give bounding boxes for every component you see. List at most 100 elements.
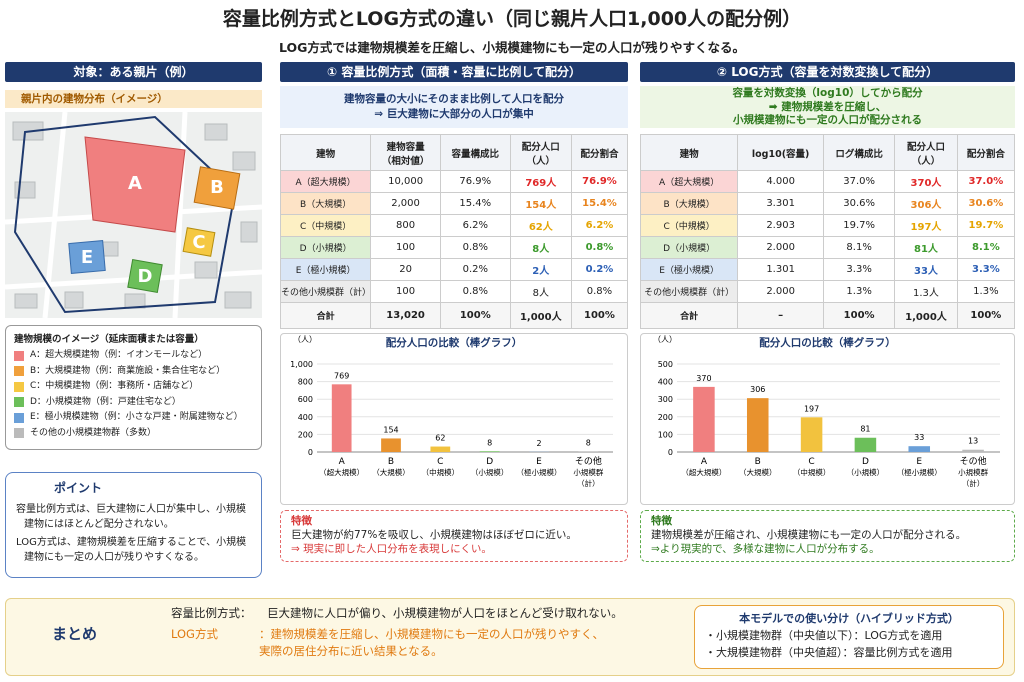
column-header-line: 容量構成比	[451, 148, 500, 160]
point: 容量比例方式は、巨大建物に人口が集中し、小規模建物にはほとんど配分されない。	[16, 504, 246, 530]
table-cell: その他小規模群（計）	[279, 280, 372, 303]
summary-box: まとめ 容量比例方式： 巨大建物に人口が偏り、小規模建物が人口をほとんど受け取れな…	[5, 598, 1015, 676]
table-row: その他小規模群（計） 2.000 1.3% 1.3人 1.3%	[639, 280, 1016, 303]
x-tick-label: D	[862, 457, 869, 467]
y-unit: （人）	[293, 335, 317, 344]
table-cell: 6.2%	[439, 214, 511, 237]
table-cell: 30.6%	[823, 192, 896, 215]
column-header: 配分人口 （人）	[509, 134, 572, 171]
legend-label: B：大規模建物（例：商業施設・集合住宅など）	[30, 365, 226, 376]
table-cell: 8人	[509, 236, 572, 259]
table-cell: 100%	[570, 302, 629, 329]
table-row: E（極小規模） 1.301 3.3% 33人 3.3%	[639, 258, 1016, 281]
table-cell: 4.000	[737, 170, 825, 193]
summary-text: 巨大建物に人口が偏り、小規模建物が人口をほとんど受け取れない。	[267, 605, 623, 622]
table-row: C（中規模） 800 6.2% 62人 6.2%	[279, 214, 629, 237]
intro-line: ⇒ 巨大建物に大部分の人口が集中	[374, 108, 534, 120]
table: 建物 log10(容量) ログ構成比 配分人口 （人） 配分割合 A（超大規模） 4.000 3…	[639, 134, 1016, 329]
data-label: 370	[696, 374, 711, 383]
summary-label: 容量比例方式：	[171, 606, 252, 620]
table-cell: 100%	[823, 302, 896, 329]
x-tick-label: （計）	[577, 478, 600, 488]
table-cell: 0.8%	[570, 280, 629, 303]
table-cell: 0.8%	[439, 280, 511, 303]
x-tick-label: 小規模群	[958, 467, 988, 477]
table-cell: 合計	[279, 302, 372, 329]
legend-label: D：小規模建物（例：戸建住宅など）	[30, 396, 181, 407]
table-cell: その他小規模群（計）	[639, 280, 739, 303]
column-header: 配分割合	[956, 134, 1016, 171]
summary-label: LOG方式	[171, 627, 218, 641]
column-header: ログ構成比	[823, 134, 896, 171]
data-label: 306	[750, 385, 765, 394]
hybrid-box: 本モデルでの使い分け（ハイブリッド方式） ・小規模建物群（中央値以下）：LOG方…	[694, 605, 1004, 669]
data-label: 154	[383, 425, 398, 434]
column-header: 配分割合	[570, 134, 629, 171]
column-header-line: 配分人口	[521, 141, 560, 153]
x-tick-label: （超大規模）	[681, 467, 726, 477]
x-tick-label: （中規模）	[793, 467, 831, 477]
y-tick-label: 400	[658, 378, 673, 387]
note-line: ⇒ 現実に即した人口分布を表現しにくい。	[291, 543, 492, 555]
table-cell: 2.903	[737, 214, 825, 237]
table-row: A（超大規模） 10,000 76.9% 769人 76.9%	[279, 170, 629, 193]
summary-text: ：建物規模差を圧縮し、小規模建物にも一定の人口が残りやすく、 実際の居住分布に近い…	[259, 626, 604, 660]
table-cell: 3.3%	[956, 258, 1016, 281]
column-header-line: ログ構成比	[835, 148, 883, 160]
panel-heading: ② LOG方式（容量を対数変換して配分）	[640, 62, 1015, 82]
panel: ① 容量比例方式（面積・容量に比例して配分） 建物容量の大小にそのまま比例して人口…	[279, 62, 629, 562]
legend-box: 建物規模のイメージ（延床面積または容量） A：超大規模建物（例：イオンモールなど…	[5, 325, 262, 450]
table-cell: 37.0%	[956, 170, 1016, 193]
x-tick-label: （中規模）	[422, 467, 460, 477]
y-tick-label: 1,000	[290, 360, 313, 369]
table-cell: 100	[370, 236, 441, 259]
title: 容量比例方式とLOG方式の違い（同じ親片人口1,000人の配分例）	[222, 8, 802, 30]
y-tick-label: 600	[298, 395, 313, 404]
column-header-line: （人）	[911, 155, 941, 167]
map-label: A	[128, 173, 142, 194]
table-cell: 8.1%	[956, 236, 1016, 259]
data-label: 33	[914, 433, 924, 442]
table-cell: 2.000	[737, 236, 825, 259]
chart-box: 配分人口の比較（棒グラフ） （人） 0 100 200 300 400 500 370 A （超大規…	[640, 333, 1015, 505]
legend-item: B：大規模建物（例：商業施設・集合住宅など）	[14, 364, 253, 380]
y-unit: （人）	[653, 335, 677, 344]
table-cell: 0.2%	[570, 258, 629, 281]
summary-line: 巨大建物に人口が偏り、小規模建物が人口をほとんど受け取れない。	[267, 606, 623, 620]
table-cell: 合計	[639, 302, 739, 329]
table-cell: 0.8%	[570, 236, 629, 259]
summary-rows: 容量比例方式： 巨大建物に人口が偏り、小規模建物が人口をほとんど受け取れない。 LO…	[171, 605, 691, 664]
table-cell: 30.6%	[956, 192, 1016, 215]
column-header-line: （人）	[526, 155, 556, 167]
table-cell: 769人	[509, 170, 572, 193]
y-tick-label: 200	[658, 413, 673, 422]
table-cell: 2.000	[737, 280, 825, 303]
legend-label: C：中規模建物（例：事務所・店舗など）	[30, 381, 199, 391]
table-row: その他小規模群（計） 100 0.8% 8人 0.8%	[279, 280, 629, 303]
table-cell: 800	[370, 214, 441, 237]
bar	[381, 438, 401, 452]
table-header: 建物 log10(容量) ログ構成比 配分人口 （人） 配分割合	[639, 134, 1016, 171]
hybrid-item: ・大規模建物群（中央値超）：容量比例方式を適用	[705, 646, 953, 659]
data-label: 81	[860, 425, 870, 434]
table-cell: A（超大規模）	[639, 170, 739, 193]
table-row: B（大規模） 3.301 30.6% 306人 30.6%	[639, 192, 1016, 215]
table-row: A（超大規模） 4.000 37.0% 370人 37.0%	[639, 170, 1016, 193]
x-tick-label: その他	[575, 455, 602, 467]
note-line: ⇒より現実的で、多様な建物に人口が分布する。	[651, 543, 880, 555]
table-cell: 1,000人	[894, 302, 958, 329]
x-tick-label: （小規模）	[847, 467, 885, 477]
table-cell: 20	[370, 258, 441, 281]
bar	[854, 437, 877, 452]
bar	[746, 398, 769, 452]
note-box: 特徴 建物規模差が圧縮され、小規模建物にも一定の人口が配分される。 ⇒より現実的で、…	[640, 510, 1015, 562]
map-title: 親片内の建物分布（イメージ）	[5, 90, 262, 108]
table-cell: C（中規模）	[639, 214, 739, 237]
map-label: C	[192, 232, 205, 253]
table-cell: 8.1%	[823, 236, 896, 259]
x-tick-label: E	[536, 457, 542, 467]
column-header: 容量構成比	[439, 134, 511, 171]
table-cell: D（小規模）	[279, 236, 372, 259]
table: 建物 建物容量 （相対値） 容量構成比 配分人口 （人） 配分割合 A（超大規模） 10,000…	[279, 134, 629, 329]
y-tick-label: 500	[658, 360, 673, 369]
